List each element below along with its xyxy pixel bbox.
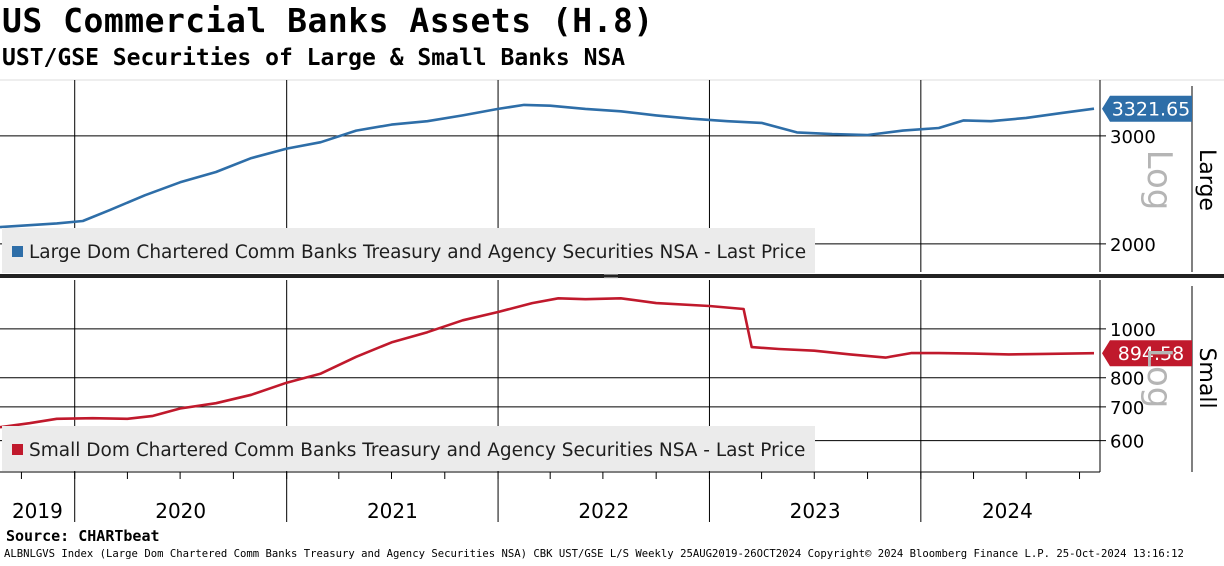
- small-legend-label: Small Dom Chartered Comm Banks Treasury …: [29, 440, 805, 461]
- large-last-value-tag: [1102, 95, 1192, 122]
- small-last-value-tag: [1102, 340, 1192, 367]
- chart-subtitle: UST/GSE Securities of Large & Small Bank…: [2, 45, 626, 71]
- x-tick-label: 2020: [155, 499, 206, 523]
- large-legend-box: [2, 228, 815, 273]
- large-log-scale-label: Log: [1139, 150, 1179, 211]
- x-tick-label: 2024: [982, 499, 1033, 523]
- y-tick-label: 600: [1110, 432, 1144, 453]
- chart-canvas: Large Dom Chartered Comm Banks Treasury …: [0, 79, 1224, 523]
- y-tick-label: 3000: [1110, 127, 1156, 148]
- large-legend-swatch: [12, 246, 23, 257]
- bloomberg-footer: ALBNLGVS Index (Large Dom Chartered Comm…: [4, 548, 1184, 560]
- y-tick-label: 2000: [1110, 235, 1156, 256]
- large-panel-label: Large: [1194, 149, 1219, 211]
- y-tick-label: 1000: [1110, 320, 1156, 341]
- small-series-line: [0, 297, 1095, 429]
- y-tick-label: 700: [1110, 398, 1144, 419]
- small-legend-swatch: [12, 444, 23, 455]
- x-tick-label: 2019: [12, 499, 63, 523]
- x-tick-label: 2022: [578, 499, 629, 523]
- small-legend-box: [2, 426, 815, 471]
- chart-title: US Commercial Banks Assets (H.8): [2, 1, 654, 40]
- y-tick-label: 800: [1110, 369, 1144, 390]
- source-note: Source: CHARTbeat: [6, 527, 160, 545]
- small-panel-label: Small: [1194, 347, 1219, 408]
- large-last-value-label: 3321.65: [1112, 99, 1191, 121]
- small-last-value-label: 894.58: [1118, 343, 1184, 365]
- x-tick-label: 2023: [790, 499, 841, 523]
- large-legend-label: Large Dom Chartered Comm Banks Treasury …: [29, 242, 806, 263]
- small-log-scale-label: Log: [1139, 348, 1179, 409]
- large-series-line: [0, 103, 1095, 229]
- x-tick-label: 2021: [367, 499, 418, 523]
